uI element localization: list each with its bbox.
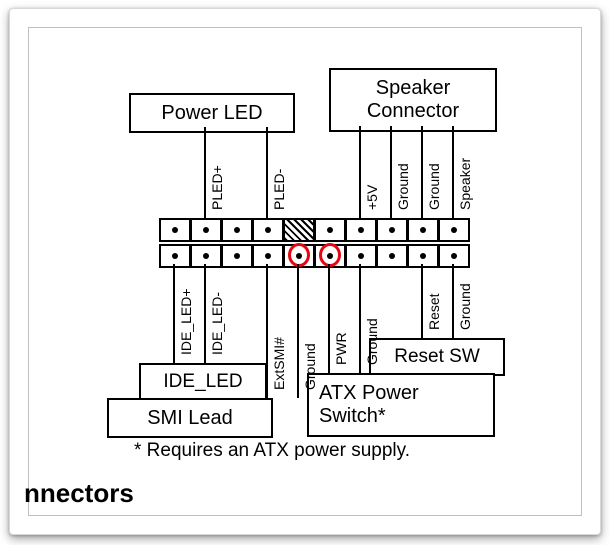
pin-label: ExtSMI# <box>271 337 287 390</box>
pin-dot <box>358 253 364 259</box>
box-power-led: Power LED <box>129 93 295 133</box>
highlight-circle <box>319 243 341 267</box>
connector-line <box>266 264 268 398</box>
box-reset-sw: Reset SW <box>369 338 505 376</box>
connector-line <box>173 264 175 363</box>
pin-label: Reset <box>426 293 442 330</box>
box-label: Power LED <box>161 102 262 125</box>
pin-label: Ground <box>457 283 473 330</box>
pin-header <box>159 218 469 264</box>
pin-label: PWR <box>333 332 349 365</box>
box-smi-lead: SMI Lead <box>107 398 273 438</box>
pin-dot <box>420 253 426 259</box>
pin-dot <box>389 227 395 233</box>
box-label: ATX Power Switch* <box>319 382 419 428</box>
pin-dot <box>389 253 395 259</box>
pin-dot <box>265 253 271 259</box>
connector-line <box>204 127 206 218</box>
connector-line <box>266 127 268 218</box>
pin-cell <box>314 218 346 242</box>
pin-cell <box>252 244 284 268</box>
pin-dot <box>203 253 209 259</box>
pin-label: IDE_LED+ <box>178 288 194 355</box>
pin-label: PLED+ <box>209 165 225 210</box>
pin-cell <box>345 218 377 242</box>
pin-cell <box>283 218 315 242</box>
pin-cell <box>438 244 470 268</box>
pin-cell <box>345 244 377 268</box>
pin-cell <box>221 244 253 268</box>
pin-cell <box>376 244 408 268</box>
pin-cell <box>190 218 222 242</box>
connector-line <box>204 264 206 363</box>
box-label: IDE_LED <box>163 371 242 393</box>
pin-label: Ground <box>395 163 411 210</box>
pin-dot <box>172 227 178 233</box>
section-title-cut: nnectors <box>24 478 134 509</box>
footnote: * Requires an ATX power supply. <box>134 440 410 462</box>
pin-label: Ground <box>302 343 318 390</box>
connector-line <box>390 126 392 218</box>
box-atx-power-switch: ATX Power Switch* <box>307 373 495 437</box>
connector-line <box>328 264 330 373</box>
pin-label: Speaker <box>457 158 473 210</box>
pin-label: IDE_LED- <box>209 292 225 355</box>
pin-cell <box>252 218 284 242</box>
pin-label: Ground <box>364 318 380 365</box>
pin-dot <box>203 227 209 233</box>
box-ide-led: IDE_LED <box>139 363 267 401</box>
box-speaker-connector: Speaker Connector <box>329 68 497 132</box>
pin-cell <box>190 244 222 268</box>
connector-line <box>421 264 423 338</box>
pin-dot <box>451 227 457 233</box>
connector-line <box>421 126 423 218</box>
box-label: SMI Lead <box>147 407 233 430</box>
pin-label: PLED- <box>271 169 287 210</box>
diagram-area: Power LED Speaker Connector IDE_LED SMI … <box>28 27 582 516</box>
pin-cell <box>438 218 470 242</box>
box-label: Reset SW <box>394 346 480 368</box>
connector-line <box>359 126 361 218</box>
pin-cell <box>407 218 439 242</box>
connector-line <box>452 126 454 218</box>
connector-line <box>359 264 361 373</box>
pin-label: +5V <box>364 185 380 210</box>
pin-cell <box>159 218 191 242</box>
pin-dot <box>234 227 240 233</box>
pin-cell <box>221 218 253 242</box>
connector-line <box>297 264 299 398</box>
pin-cell <box>407 244 439 268</box>
pin-dot <box>451 253 457 259</box>
pin-cell <box>376 218 408 242</box>
pin-label: Ground <box>426 163 442 210</box>
pin-cell <box>159 244 191 268</box>
highlight-circle <box>288 243 310 267</box>
pin-dot <box>327 227 333 233</box>
box-label: Speaker Connector <box>367 77 459 123</box>
screenshot-frame: Power LED Speaker Connector IDE_LED SMI … <box>9 8 601 535</box>
connector-line <box>452 264 454 338</box>
pin-dot <box>265 227 271 233</box>
pin-dot <box>420 227 426 233</box>
pin-dot <box>234 253 240 259</box>
pin-dot <box>172 253 178 259</box>
pin-dot <box>358 227 364 233</box>
